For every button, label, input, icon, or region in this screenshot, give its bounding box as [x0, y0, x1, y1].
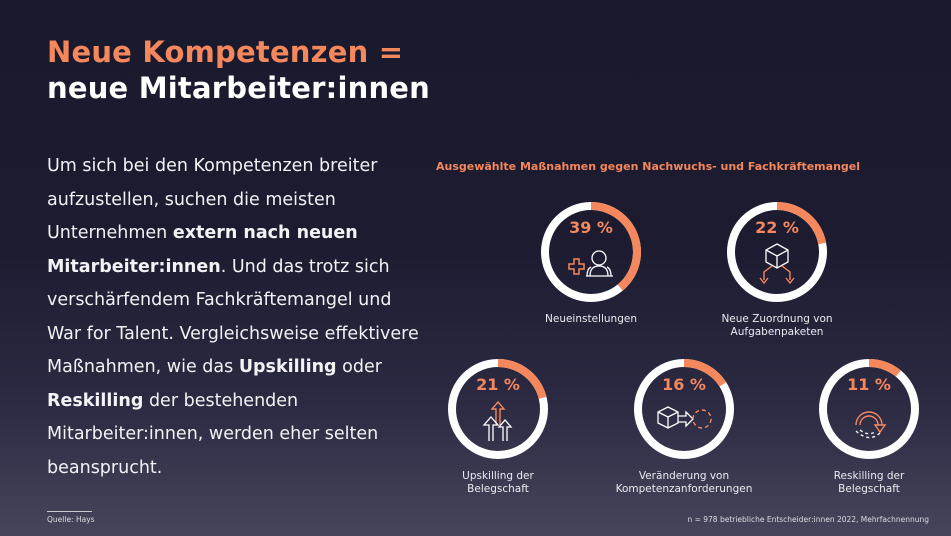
donut-label: Veränderung von Kompetenzanforderungen — [604, 470, 764, 495]
body-paragraph: Um sich bei den Kompetenzen breiter aufz… — [47, 150, 427, 485]
title-line-main: neue Mitarbeiter:innen — [47, 71, 431, 105]
sample-note: n = 978 betriebliche Entscheider:innen 2… — [687, 515, 929, 524]
donut-neue-zuordnung: 22 % Neue Zuordnung von Aufgabenpaketen — [697, 200, 857, 338]
label-line1: Veränderung von — [638, 470, 730, 482]
body-bold-extern: extern nach neuen Mitarbeiter:innen — [47, 223, 358, 277]
label-line2: Aufgabenpaketen — [730, 325, 824, 338]
percent-value: 21 % — [476, 375, 520, 394]
up-arrows-icon — [482, 400, 513, 441]
label-line2: Belegschaft — [467, 482, 529, 495]
donut-veraenderung: 16 % Veränderung von Kompetenzanforderun… — [604, 357, 764, 495]
chart-title: Ausgewählte Maßnahmen gegen Nachwuchs- u… — [436, 160, 861, 173]
donut-label: Neueinstellungen — [511, 313, 671, 326]
source-note: Quelle: Hays — [47, 515, 95, 524]
donut-ring — [727, 202, 827, 302]
donut-label: Neue Zuordnung von Aufgabenpaketen — [697, 313, 857, 338]
body-text-1: Um sich bei den Kompetenzen breiter aufz… — [47, 156, 378, 243]
label-line2: Belegschaft — [838, 482, 900, 495]
label-line1: Neueinstellungen — [545, 313, 637, 325]
page-title: Neue Kompetenzen = neue Mitarbeiter:inne… — [47, 34, 430, 106]
percent-value: 39 % — [569, 218, 613, 237]
circular-arrow-icon — [855, 411, 887, 439]
donut-reskilling: 11 % Reskilling der Belegschaft — [789, 357, 949, 495]
percent-value: 16 % — [662, 375, 706, 394]
body-text-2: . Und das trotz sich verschärfendem Fach… — [47, 256, 419, 378]
donut-ring — [634, 359, 734, 459]
label-line1: Neue Zuordnung von — [721, 313, 833, 325]
percent-value: 11 % — [847, 375, 891, 394]
donut-upskilling: 21 % Upskilling der Belegschaft — [418, 357, 578, 495]
add-person-icon — [568, 250, 613, 277]
percent-value: 22 % — [755, 218, 799, 237]
title-line-accent: Neue Kompetenzen = — [47, 35, 404, 69]
box-to-circle-icon — [657, 406, 712, 429]
label-line2: Kompetenzanforderungen — [615, 482, 753, 495]
body-bold-upskilling: Upskilling — [238, 357, 337, 377]
footer-divider — [47, 511, 92, 512]
body-text-3: oder — [336, 357, 382, 377]
body-bold-reskilling: Reskilling — [47, 390, 144, 411]
label-line1: Upskilling der — [462, 470, 534, 482]
donut-neueinstellungen: 39 % Neueinstellungen — [511, 200, 671, 326]
donut-ring — [819, 359, 919, 459]
body-text-4: der bestehenden Mitarbeiter:innen, werde… — [47, 390, 379, 478]
donut-label: Upskilling der Belegschaft — [418, 470, 578, 495]
label-line1: Reskilling der — [833, 470, 905, 482]
box-split-arrows-icon — [759, 243, 795, 285]
donut-label: Reskilling der Belegschaft — [789, 470, 949, 495]
donut-ring — [541, 202, 641, 302]
donut-ring — [448, 359, 548, 459]
